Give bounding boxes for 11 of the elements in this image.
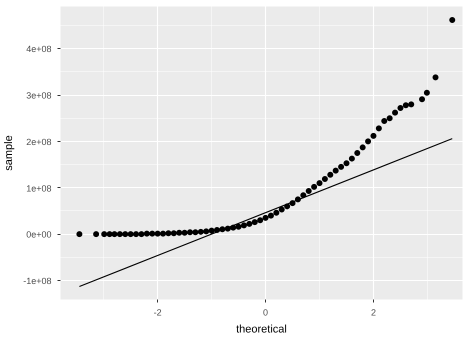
x-tick-label: -2 [154, 308, 162, 318]
x-axis-title: theoretical [236, 324, 287, 336]
y-tick-label: 2e+08 [26, 136, 52, 147]
y-tick-label: 3e+08 [26, 90, 52, 101]
x-tick-label: 0 [263, 308, 268, 318]
y-tick-label: -1e+08 [23, 276, 52, 286]
y-tick-label: 4e+08 [26, 44, 52, 54]
y-axis-title: sample [3, 135, 16, 171]
y-tick-label: 1e+08 [26, 183, 52, 194]
x-tick-label: 2 [370, 308, 376, 318]
y-tick-label: 0e+00 [26, 230, 52, 240]
